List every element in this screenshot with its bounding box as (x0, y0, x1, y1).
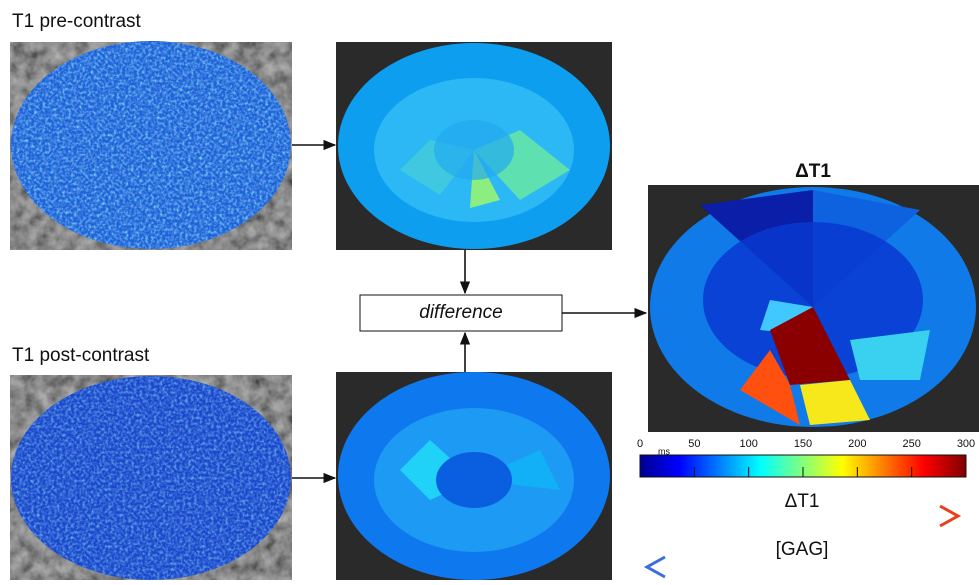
pre-raw-map (10, 41, 292, 250)
colorbar-tick-label: 50 (688, 438, 700, 450)
figure: T1 pre-contrast T1 post-contrast (0, 0, 979, 580)
colorbar-tick-label: 300 (957, 438, 975, 450)
post-raw-map (10, 375, 292, 580)
colorbar-tick-label: 0 (637, 438, 643, 450)
difference-label: difference (419, 302, 502, 323)
gag-label: [GAG] (776, 539, 829, 560)
delta-map (648, 185, 979, 432)
colorbar-tick-label: 200 (848, 438, 866, 450)
pre-label: T1 pre-contrast (12, 11, 142, 32)
post-segmented-map (336, 372, 612, 580)
post-label: T1 post-contrast (12, 345, 150, 366)
colorbar-unit: ms (658, 446, 670, 456)
colorbar-tick-label: 150 (794, 438, 812, 450)
colorbar-tick-label: 250 (902, 438, 920, 450)
delta-t1-label: ΔT1 (785, 491, 820, 512)
pre-segmented-map (336, 42, 612, 250)
colorbar-tick-label: 100 (739, 438, 757, 450)
result-title: ΔT1 (795, 161, 831, 182)
